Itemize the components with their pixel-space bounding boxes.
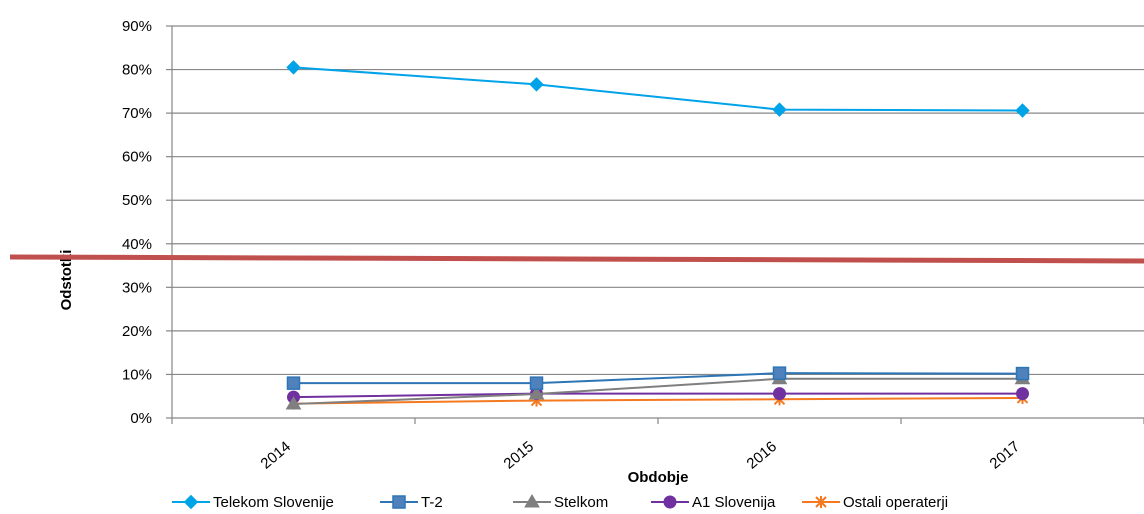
y-tick-label: 30% — [122, 279, 152, 296]
legend-marker — [815, 496, 827, 508]
series-line — [293, 396, 1023, 405]
data-point — [285, 396, 302, 410]
legend-label: A1 Slovenija — [692, 494, 776, 511]
axes — [171, 26, 1144, 424]
legend-item: A1 Slovenija — [651, 494, 776, 511]
y-tick-label: 90% — [122, 18, 152, 35]
legend-item: T-2 — [380, 494, 443, 511]
x-tick-label: 2015 — [501, 438, 537, 472]
data-point — [773, 387, 786, 401]
x-tick-label: 2014 — [258, 438, 294, 472]
legend-label: Telekom Slovenije — [213, 494, 334, 511]
y-tick-label: 60% — [122, 149, 152, 166]
legend-marker — [524, 494, 540, 508]
series-line — [293, 377, 1023, 406]
legend-marker — [183, 494, 199, 510]
data-point — [529, 77, 544, 92]
y-tick-label: 70% — [122, 105, 152, 122]
y-axis-title: Odstotki — [58, 250, 75, 311]
legend-label: T-2 — [421, 494, 443, 511]
y-tick-label: 20% — [122, 323, 152, 340]
gridlines — [166, 25, 1144, 419]
x-tick-label: 2016 — [744, 438, 780, 472]
y-tick-label: 10% — [122, 366, 152, 383]
x-axis-title: Obdobje — [628, 469, 689, 486]
x-tick-label: 2017 — [987, 438, 1023, 472]
legend-marker — [392, 495, 406, 509]
data-point — [1015, 103, 1030, 118]
series-line — [293, 392, 1023, 399]
x-tick-labels: 2014 2015 2016 2017 — [258, 438, 1023, 472]
y-tick-label: 40% — [122, 236, 152, 253]
legend-item: Stelkom — [513, 494, 608, 511]
data-point — [772, 102, 787, 117]
legend-label: Ostali operaterji — [843, 494, 948, 511]
data-point — [286, 60, 301, 75]
data-point — [528, 386, 545, 400]
data-point — [286, 376, 301, 390]
y-tick-label: 0% — [130, 410, 152, 427]
legend-marker — [663, 495, 677, 509]
series-line — [293, 372, 1023, 385]
legend-item: Telekom Slovenije — [172, 494, 334, 511]
data-point — [772, 366, 787, 380]
series-line — [293, 66, 1023, 112]
data-point — [1016, 387, 1029, 401]
legend-label: Stelkom — [554, 494, 608, 511]
y-tick-label: 50% — [122, 192, 152, 209]
data-point — [529, 376, 544, 390]
legend: Telekom Slovenije T-2 Stelkom A1 Slovenija O… — [172, 494, 948, 511]
series-group — [285, 60, 1031, 410]
y-tick-label: 80% — [122, 62, 152, 79]
data-point — [1015, 366, 1030, 381]
legend-item: Ostali operaterji — [802, 494, 948, 511]
overlay-red-line — [9, 254, 1144, 264]
y-tick-labels: 0% 10% 20% 30% 40% 50% 60% 70% 80% 90% — [122, 18, 152, 427]
